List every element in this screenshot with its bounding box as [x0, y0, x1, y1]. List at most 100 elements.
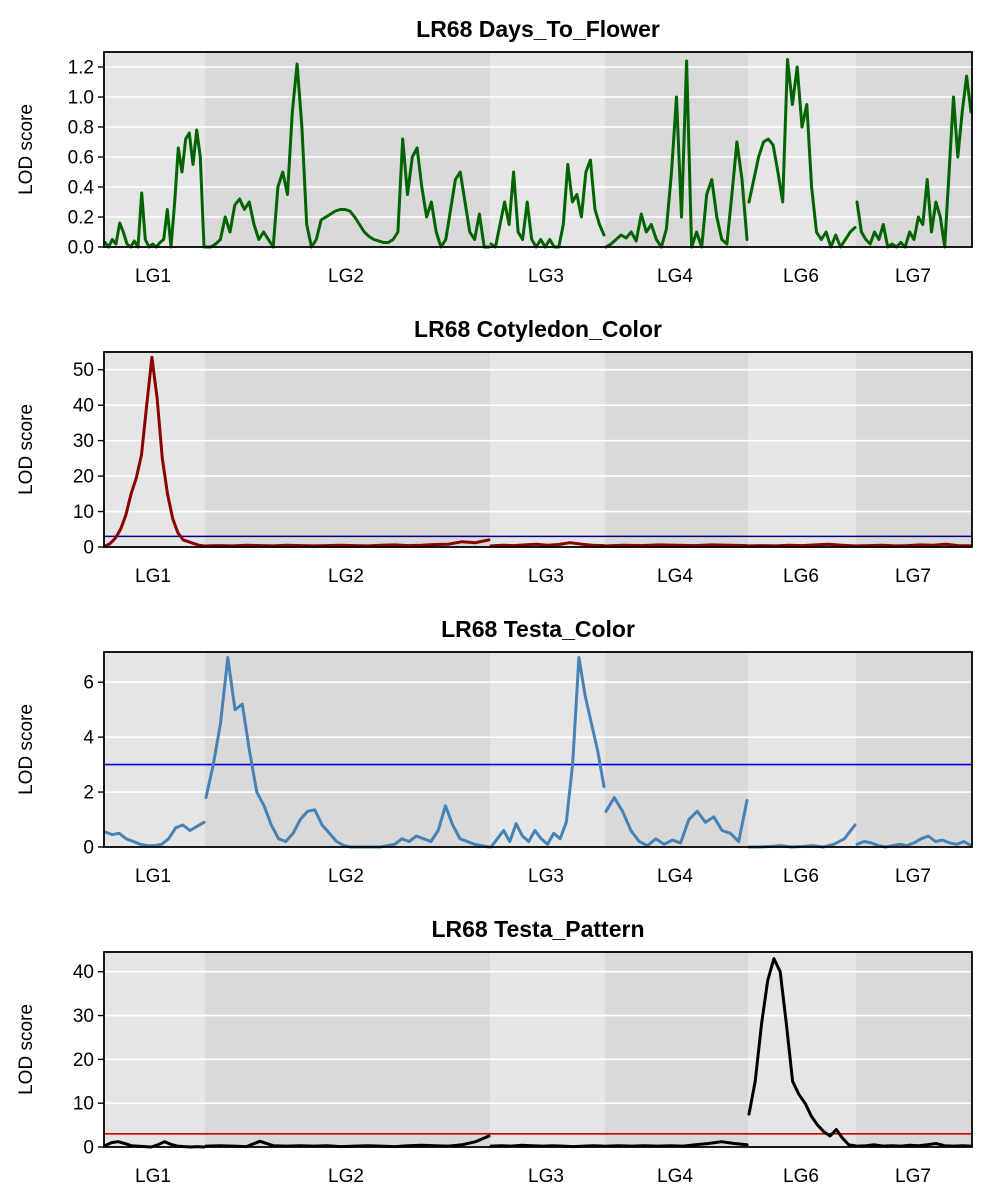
- x-tick-label: LG1: [135, 266, 171, 287]
- x-tick-label: LG2: [328, 566, 364, 587]
- lg-band: [104, 652, 205, 847]
- x-tick-label: LG4: [657, 866, 693, 887]
- x-tick-label: LG1: [135, 566, 171, 587]
- y-tick-label: 10: [73, 1094, 94, 1115]
- lg-band: [748, 52, 856, 247]
- lod-curve-lg3: [489, 656, 606, 849]
- chart-panel: 0 10 20 30 40 50 LG1 LG2 LG3 LG4 LG6 LG7 LR68 Cotyle…: [16, 316, 973, 587]
- x-tick-label: LG2: [328, 1166, 364, 1187]
- y-tick-label: 0.4: [68, 178, 95, 199]
- lg-band: [856, 952, 972, 1147]
- plot-frame: [103, 351, 973, 548]
- lg-band: [856, 652, 972, 847]
- y-tick-label: 6: [83, 673, 94, 694]
- y-axis-label: LOD score: [16, 1004, 37, 1095]
- x-tick-label: LG4: [657, 566, 693, 587]
- y-axis-label: LOD score: [16, 404, 37, 495]
- plot-frame: [103, 651, 973, 848]
- lg-band: [856, 52, 972, 247]
- x-tick-label: LG1: [135, 866, 171, 887]
- y-tick-label: 40: [73, 962, 94, 983]
- lg-band: [104, 952, 205, 1147]
- lod-curve-lg2: [204, 62, 491, 249]
- x-tick-label: LG3: [528, 266, 564, 287]
- lg-band: [605, 952, 748, 1147]
- lod-curve-lg1: [103, 128, 206, 249]
- lod-curve-lg3: [489, 1143, 606, 1149]
- y-tick-label: 30: [73, 1006, 94, 1027]
- x-tick-label: LG2: [328, 866, 364, 887]
- x-tick-label: LG3: [528, 566, 564, 587]
- x-tick-label: LG6: [783, 866, 819, 887]
- x-tick-label: LG3: [528, 866, 564, 887]
- lg-band: [205, 352, 490, 547]
- plot-frame: [103, 51, 973, 248]
- lod-curve-lg1: [103, 820, 206, 848]
- lg-band: [205, 952, 490, 1147]
- chart-panel: 0 10 20 30 40 LG1 LG2 LG3 LG4 LG6 LG7 LR68 Testa_Pa…: [16, 916, 973, 1187]
- y-axis-label: LOD score: [16, 704, 37, 795]
- lg-band: [748, 352, 856, 547]
- lg-band: [605, 652, 748, 847]
- lod-curve-lg7: [855, 542, 973, 548]
- x-tick-label: LG7: [895, 266, 931, 287]
- y-tick-label: 0: [83, 1138, 94, 1159]
- lod-curve-lg4: [604, 796, 749, 848]
- y-tick-label: 0.8: [68, 118, 94, 139]
- chart-panel: 0.0 0.2 0.4 0.6 0.8 1.0 1.2 LG1 LG2 LG3 LG4 LG6 LG7 L…: [16, 16, 973, 287]
- lod-curve-lg7: [855, 834, 973, 849]
- y-axis-label: LOD score: [16, 104, 37, 195]
- plot-frame: [103, 951, 973, 1148]
- lod-curve-lg6: [747, 542, 857, 548]
- x-tick-label: LG6: [783, 566, 819, 587]
- lg-band: [490, 352, 605, 547]
- chart-title: LR68 Testa_Pattern: [431, 916, 644, 942]
- lod-curve-lg3: [489, 541, 606, 548]
- x-tick-label: LG6: [783, 1166, 819, 1187]
- lg-band: [748, 652, 856, 847]
- lg-band: [490, 952, 605, 1147]
- x-tick-label: LG3: [528, 1166, 564, 1187]
- x-tick-label: LG2: [328, 266, 364, 287]
- chart-title: LR68 Cotyledon_Color: [414, 316, 662, 342]
- x-tick-label: LG7: [895, 866, 931, 887]
- lod-curve-lg7: [855, 74, 973, 249]
- y-tick-label: 20: [73, 1050, 94, 1071]
- y-tick-label: 0: [83, 538, 94, 559]
- y-tick-label: 50: [73, 360, 94, 381]
- lod-curve-lg6: [747, 957, 857, 1148]
- x-tick-label: LG4: [657, 266, 693, 287]
- lod-curve-lg4: [604, 59, 749, 249]
- chart-title: LR68 Days_To_Flower: [416, 16, 660, 42]
- y-tick-label: 20: [73, 467, 94, 488]
- lg-band: [748, 952, 856, 1147]
- lg-band: [104, 52, 205, 247]
- y-tick-label: 30: [73, 431, 94, 452]
- lod-curve-lg6: [747, 58, 857, 249]
- x-tick-label: LG6: [783, 266, 819, 287]
- lg-band: [856, 352, 972, 547]
- lg-band: [490, 652, 605, 847]
- y-tick-label: 4: [83, 728, 94, 749]
- y-tick-label: 1.2: [68, 58, 94, 79]
- chart-panel: 0 2 4 6 LG1 LG2 LG3 LG4 LG6 LG7 LR68 Testa_Color LO…: [16, 616, 973, 887]
- y-tick-label: 0.6: [68, 148, 94, 169]
- chart-title: LR68 Testa_Color: [441, 616, 635, 642]
- y-tick-label: 0.0: [68, 238, 94, 259]
- lod-curve-lg3: [489, 158, 606, 249]
- x-tick-label: LG7: [895, 1166, 931, 1187]
- x-tick-label: LG7: [895, 566, 931, 587]
- lg-band: [205, 652, 490, 847]
- y-tick-label: 0: [83, 838, 94, 859]
- lg-band: [605, 352, 748, 547]
- lod-curve-lg4: [604, 543, 749, 548]
- y-tick-label: 0.2: [68, 208, 94, 229]
- y-tick-label: 2: [83, 783, 94, 804]
- lg-band: [605, 52, 748, 247]
- y-tick-label: 1.0: [68, 88, 94, 109]
- y-tick-label: 10: [73, 502, 94, 523]
- lod-curve-lg1: [103, 355, 206, 548]
- lod-curve-lg2: [204, 538, 491, 548]
- lod-curve-lg4: [604, 1140, 749, 1148]
